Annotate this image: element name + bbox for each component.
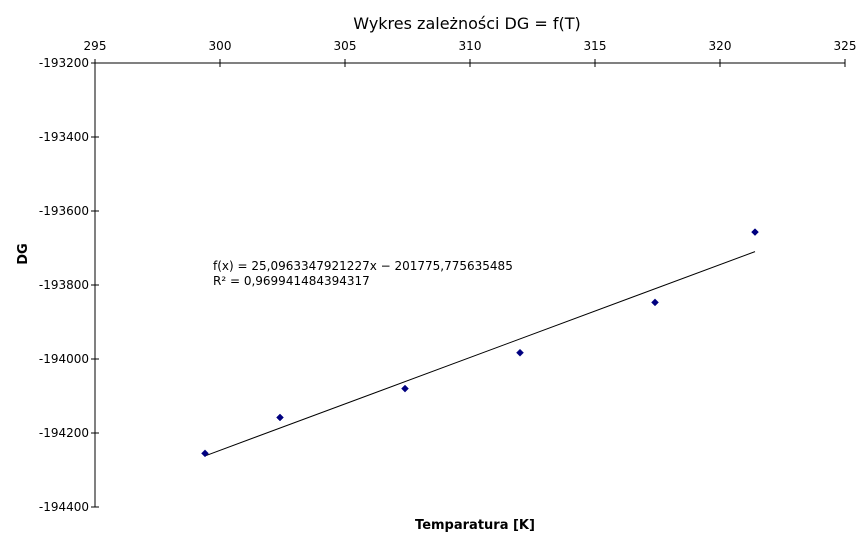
x-tick-label: 305 (334, 39, 357, 53)
trendline-equation: f(x) = 25,0963347921227x − 201775,775635… (213, 259, 513, 273)
trendline (204, 251, 756, 457)
y-tick-label: -193600 (39, 204, 89, 218)
y-tick-label: -194200 (39, 426, 89, 440)
data-point (276, 413, 284, 422)
x-tick-label: 300 (209, 39, 232, 53)
x-tick-label: 310 (459, 39, 482, 53)
y-tick-label: -193400 (39, 130, 89, 144)
data-point (751, 228, 759, 236)
data-point (201, 449, 209, 458)
y-tick-label: -194400 (39, 500, 89, 514)
data-point (651, 298, 659, 307)
y-tick-label: -193200 (39, 56, 89, 70)
x-tick-label: 325 (834, 39, 857, 53)
data-point (516, 348, 524, 357)
x-tick-label: 320 (709, 39, 732, 53)
x-tick-label: 315 (584, 39, 607, 53)
data-point (401, 384, 409, 393)
y-tick-label: -194000 (39, 352, 89, 366)
chart-title: Wykres zależności DG = f(T) (353, 14, 580, 33)
trendline-r-squared: R² = 0,969941484394317 (213, 274, 370, 288)
x-tick-label: 295 (84, 39, 107, 53)
plot-area: 295 300 305 310 315 320 325 -193200 -193400 -1936… (39, 39, 857, 514)
x-axis-title: Temparatura [K] (415, 518, 535, 533)
y-tick-label: -193800 (39, 278, 89, 292)
y-axis-title: DG (16, 243, 31, 264)
